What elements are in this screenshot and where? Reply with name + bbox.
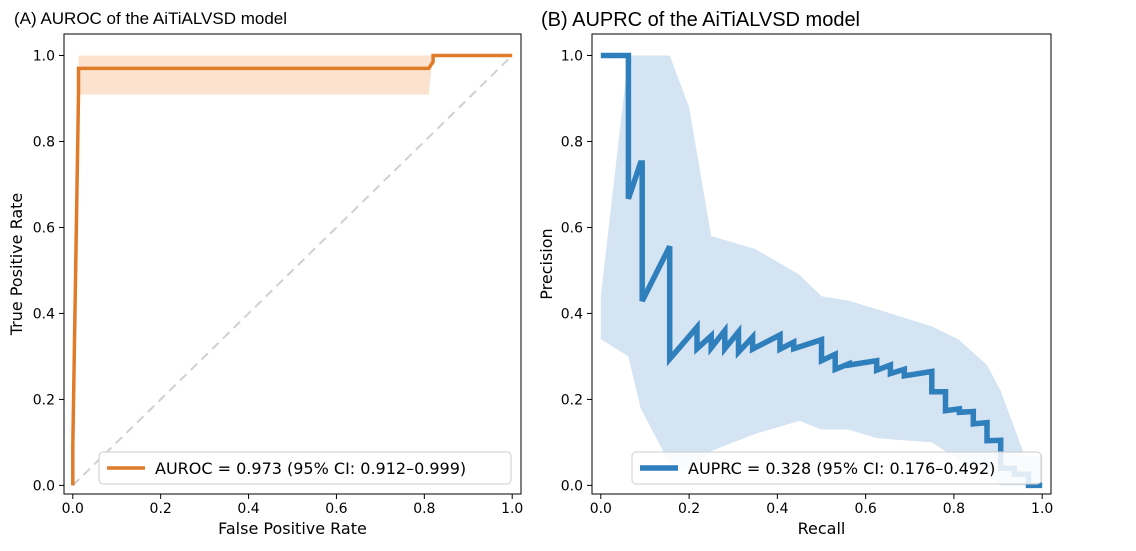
chance-diagonal-line: [72, 54, 513, 487]
y-tick-label: 0.6: [33, 220, 55, 236]
x-tick-label: 0.0: [590, 501, 612, 517]
y-tick-label: 0.8: [561, 134, 583, 150]
x-tick-label: 0.0: [62, 501, 84, 517]
y-tick-label: 0.4: [33, 306, 55, 322]
chart-a: 0.0 0.2 0.4 0.6 0.8 1.0 0.0 0.2 0.4 0.6 0.8 1.0 Fals…: [7, 33, 523, 538]
y-tick-label: 0.0: [33, 478, 55, 494]
y-axis-label: Precision: [537, 228, 556, 299]
x-tick-label: 1.0: [1031, 501, 1053, 517]
legend-box: [98, 451, 512, 485]
legend-box: [631, 451, 1042, 485]
x-tick-label: 1.0: [501, 501, 523, 517]
x-tick-label: 0.8: [413, 501, 435, 517]
legend-label: AUPRC = 0.328 (95% CI: 0.176–0.492): [688, 459, 995, 478]
y-tick-label: 0.6: [561, 220, 583, 236]
x-tick-label: 0.8: [943, 501, 965, 517]
ci-band: [78, 55, 513, 95]
series-line-0: [600, 52, 1043, 489]
chart-b: 0.0 0.2 0.4 0.6 0.8 1.0 0.0 0.2 0.4 0.6 0.8 1.0 Reca…: [537, 33, 1053, 538]
x-tick-label: 0.2: [678, 501, 700, 517]
y-tick-label: 1.0: [561, 48, 583, 64]
y-tick-label: 0.8: [33, 134, 55, 150]
x-axis-label: Recall: [798, 519, 846, 538]
y-tick-label: 0.0: [561, 478, 583, 494]
x-tick-label: 0.4: [766, 501, 788, 517]
x-tick-label: 0.6: [325, 501, 347, 517]
x-tick-label: 0.4: [237, 501, 259, 517]
x-tick-label: 0.2: [150, 501, 172, 517]
chart-b-title: (B) AUPRC of the AiTiALVSD model: [541, 9, 861, 31]
y-tick-label: 0.2: [561, 392, 583, 408]
chart-a-title: (A) AUROC of the AiTiALVSD model: [14, 9, 288, 28]
y-tick-label: 0.2: [33, 392, 55, 408]
plot-frame: [591, 33, 1052, 495]
plot-frame: [63, 33, 522, 495]
y-tick-label: 0.4: [561, 306, 583, 322]
x-tick-label: 0.6: [855, 501, 877, 517]
series-line-0: [71, 53, 513, 486]
y-tick-label: 1.0: [33, 48, 55, 64]
x-axis-label: False Positive Rate: [218, 519, 367, 538]
y-axis-label: True Positive Rate: [7, 193, 26, 337]
legend-label: AUROC = 0.973 (95% CI: 0.912–0.999): [155, 459, 466, 478]
